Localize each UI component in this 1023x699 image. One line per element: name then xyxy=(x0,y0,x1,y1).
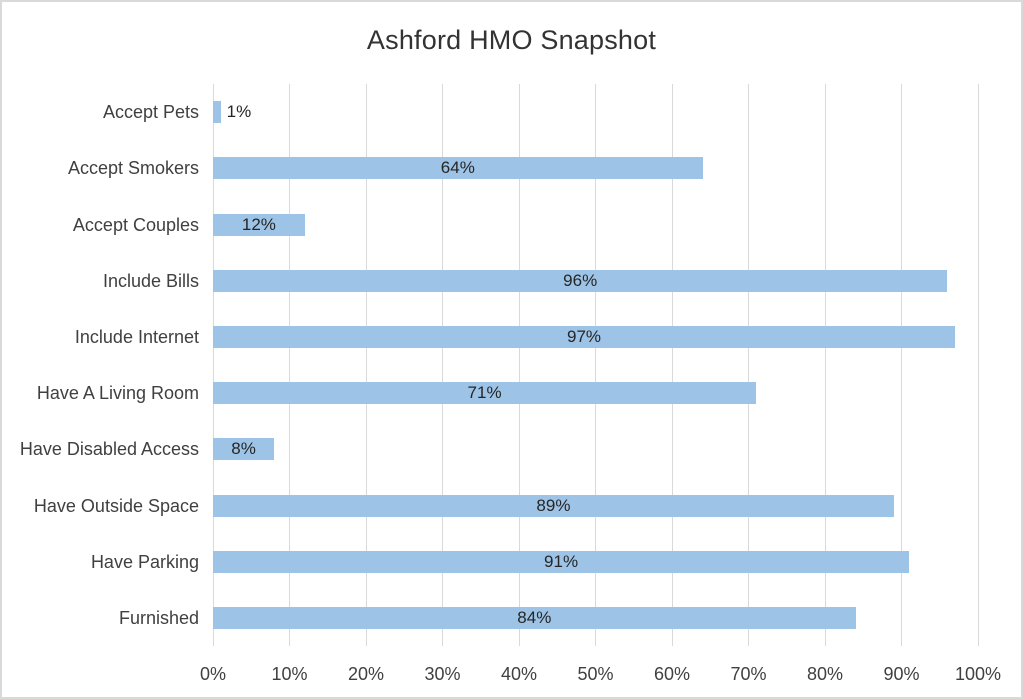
category-label: Include Bills xyxy=(102,270,199,291)
gridline xyxy=(289,84,290,646)
category-label: Accept Couples xyxy=(72,214,199,235)
category-label: Have A Living Room xyxy=(36,383,199,404)
data-label: 12% xyxy=(241,214,276,234)
category-label: Include Internet xyxy=(74,326,199,347)
x-tick-label: 50% xyxy=(577,664,614,684)
bar-have-outside-space xyxy=(213,494,894,517)
x-tick-label: 0% xyxy=(199,664,226,684)
gridline xyxy=(671,84,673,646)
x-tick-label: 30% xyxy=(424,664,461,684)
gridline xyxy=(212,84,214,646)
data-label: 1% xyxy=(226,102,252,122)
bar-furnished xyxy=(213,606,856,629)
gridline xyxy=(748,84,749,646)
category-label: Furnished xyxy=(118,607,199,628)
bar-include-bills xyxy=(213,269,948,292)
x-tick-label: 20% xyxy=(347,664,385,684)
x-tick-label: 90% xyxy=(883,664,920,684)
gridline xyxy=(518,84,520,646)
x-tick-label: 100% xyxy=(954,664,1002,684)
x-tick-label: 40% xyxy=(500,664,538,684)
x-tick-label: 80% xyxy=(806,664,844,684)
bar-have-disabled-access xyxy=(213,438,275,461)
category-label: Accept Smokers xyxy=(67,158,199,179)
gridline xyxy=(901,84,902,646)
gridline xyxy=(442,84,443,646)
bar-have-a-living-room xyxy=(213,382,757,405)
data-label: 64% xyxy=(440,158,475,178)
category-label: Have Parking xyxy=(90,551,199,572)
gridline xyxy=(595,84,596,646)
gridline xyxy=(365,84,367,646)
data-label: 91% xyxy=(544,551,579,571)
bar-include-internet xyxy=(213,325,956,348)
bar-accept-smokers xyxy=(213,157,703,180)
x-tick-label: 60% xyxy=(653,664,691,684)
data-label: 89% xyxy=(536,495,571,515)
data-label: 97% xyxy=(567,326,602,346)
chart-title: Ashford HMO Snapshot xyxy=(366,25,657,55)
category-label: Have Disabled Access xyxy=(19,439,199,460)
data-label: 84% xyxy=(517,607,552,627)
category-label: Accept Pets xyxy=(102,102,199,123)
bar-have-parking xyxy=(213,550,910,573)
data-label: 96% xyxy=(563,270,598,290)
bar-accept-pets xyxy=(213,101,221,124)
gridline xyxy=(977,84,979,646)
bar-accept-couples xyxy=(213,213,305,236)
gridline xyxy=(824,84,826,646)
data-label: 8% xyxy=(231,439,256,459)
data-label: 71% xyxy=(467,383,502,403)
category-label: Have Outside Space xyxy=(33,495,199,516)
x-tick-label: 70% xyxy=(730,664,767,684)
x-tick-label: 10% xyxy=(271,664,308,684)
